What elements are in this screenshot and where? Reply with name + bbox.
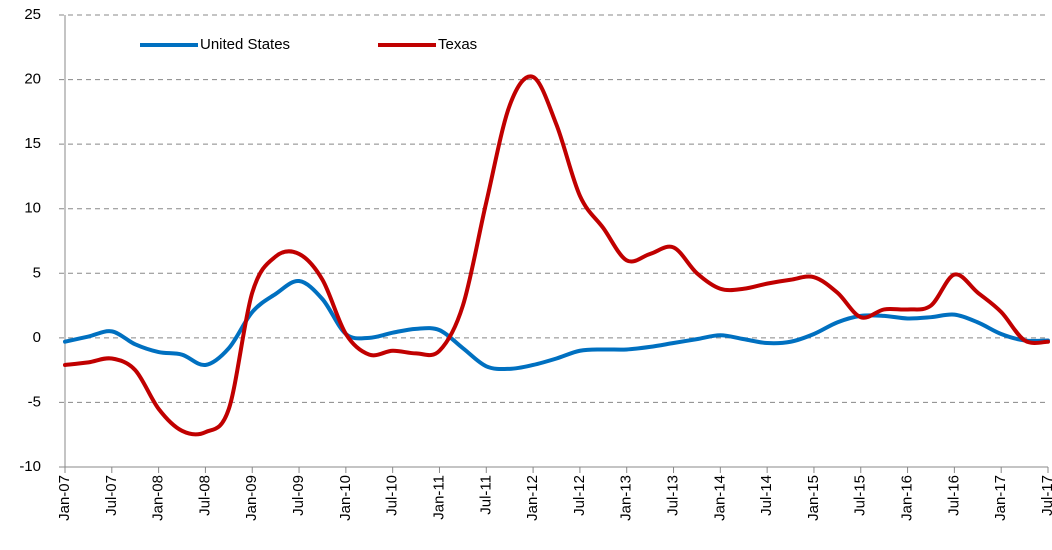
x-tick-label: Jul-15 xyxy=(852,475,869,516)
x-tick-label: Jul-12 xyxy=(571,475,588,516)
series-line xyxy=(63,74,1050,437)
x-tick-label: Jan-12 xyxy=(524,475,541,521)
x-tick-label: Jul-09 xyxy=(290,475,307,516)
x-tick-label: Jul-14 xyxy=(758,475,775,516)
x-tick-label: Jan-07 xyxy=(56,475,73,521)
y-tick-label: -10 xyxy=(19,458,41,475)
y-tick-label: 10 xyxy=(24,200,41,217)
y-tick-label: 15 xyxy=(24,135,41,152)
x-tick-label: Jan-09 xyxy=(243,475,260,521)
x-tick-label: Jul-08 xyxy=(196,475,213,516)
x-tick-label: Jul-11 xyxy=(477,475,494,515)
y-tick-label: 25 xyxy=(24,6,41,23)
x-tick-label: Jul-16 xyxy=(945,475,962,516)
x-tick-label: Jul-13 xyxy=(664,475,681,516)
legend-label: United States xyxy=(200,36,290,53)
y-tick-label: 5 xyxy=(33,264,41,281)
y-tick-label: 20 xyxy=(24,71,41,88)
y-tick-label: 0 xyxy=(33,329,41,346)
x-tick-label: Jan-13 xyxy=(618,475,635,521)
x-tick-label: Jan-11 xyxy=(430,475,447,520)
x-tick-label: Jan-10 xyxy=(337,475,354,521)
x-tick-label: Jan-17 xyxy=(992,475,1009,521)
y-tick-label: -5 xyxy=(28,393,41,410)
series-line xyxy=(63,279,1050,372)
x-tick-label: Jan-08 xyxy=(150,475,167,521)
x-tick-label: Jul-07 xyxy=(103,475,120,516)
x-tick-label: Jan-15 xyxy=(805,475,822,521)
legend-label: Texas xyxy=(438,36,477,53)
x-tick-label: Jul-10 xyxy=(384,475,401,516)
x-tick-label: Jan-14 xyxy=(711,475,728,521)
x-tick-label: Jul-17 xyxy=(1039,475,1052,516)
x-tick-label: Jan-16 xyxy=(899,475,916,521)
